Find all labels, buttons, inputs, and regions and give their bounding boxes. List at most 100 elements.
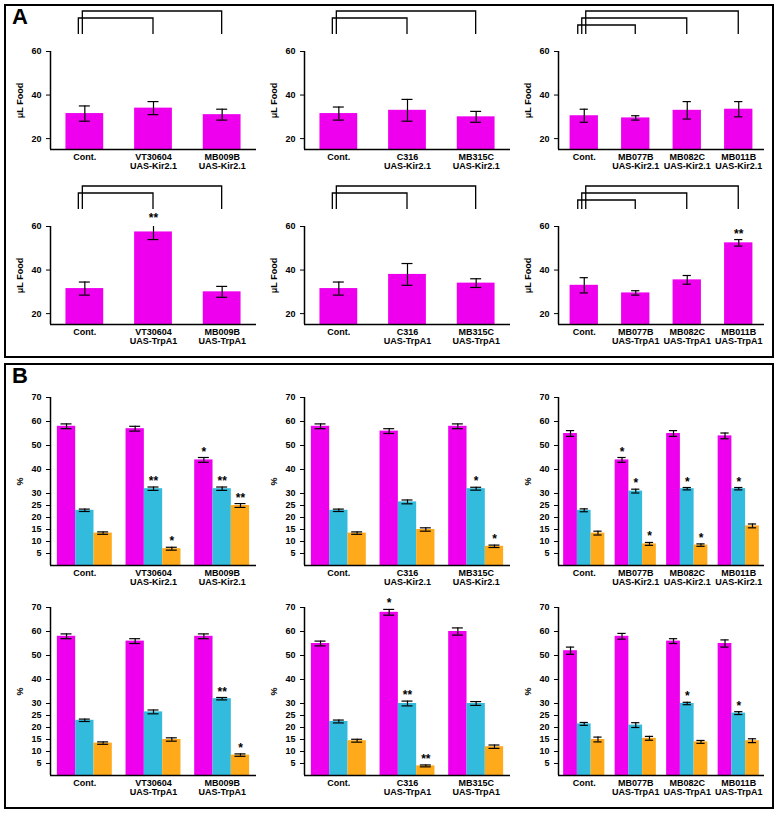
svg-text:**: **: [734, 227, 744, 241]
svg-text:50: 50: [285, 650, 295, 660]
svg-text:*: *: [202, 445, 207, 459]
svg-text:25: 25: [285, 710, 295, 720]
svg-text:20: 20: [285, 308, 295, 318]
svg-text:Cont.: Cont.: [327, 327, 350, 337]
svg-text:60: 60: [285, 46, 295, 56]
svg-text:30: 30: [285, 698, 295, 708]
svg-text:60: 60: [31, 626, 41, 636]
svg-text:C316UAS-TrpA1: C316UAS-TrpA1: [384, 327, 432, 346]
svg-text:Cont.: Cont.: [573, 152, 596, 162]
svg-text:5: 5: [290, 758, 295, 768]
svg-text:40: 40: [539, 464, 549, 474]
svg-text:60: 60: [539, 221, 549, 231]
svg-text:Cont.: Cont.: [573, 778, 596, 788]
svg-text:MB011BUAS-Kir2.1: MB011BUAS-Kir2.1: [715, 152, 762, 171]
svg-text:20: 20: [285, 722, 295, 732]
svg-text:15: 15: [285, 734, 295, 744]
svg-text:μL Food: μL Food: [15, 258, 25, 293]
svg-text:60: 60: [539, 46, 549, 56]
svg-text:70: 70: [539, 602, 549, 612]
svg-text:15: 15: [31, 524, 41, 534]
svg-text:20: 20: [31, 722, 41, 732]
svg-text:MB077BUAS-Kir2.1: MB077BUAS-Kir2.1: [612, 568, 659, 587]
svg-text:70: 70: [31, 392, 41, 402]
svg-text:MB011BUAS-Kir2.1: MB011BUAS-Kir2.1: [715, 568, 762, 587]
svg-text:25: 25: [539, 710, 549, 720]
svg-text:MB315CUAS-TrpA1: MB315CUAS-TrpA1: [452, 327, 500, 346]
svg-text:70: 70: [285, 392, 295, 402]
svg-text:50: 50: [539, 650, 549, 660]
svg-text:VT30604UAS-Kir2.1: VT30604UAS-Kir2.1: [130, 152, 177, 171]
svg-text:10: 10: [285, 536, 295, 546]
svg-text:**: **: [149, 474, 159, 488]
svg-text:5: 5: [290, 548, 295, 558]
svg-text:%: %: [269, 687, 279, 695]
svg-text:70: 70: [285, 602, 295, 612]
svg-text:20: 20: [539, 512, 549, 522]
svg-text:25: 25: [539, 500, 549, 510]
svg-text:*: *: [736, 699, 741, 713]
svg-text:%: %: [15, 687, 25, 695]
svg-text:*: *: [620, 445, 625, 459]
svg-text:*: *: [387, 597, 392, 610]
svg-text:**: **: [217, 685, 227, 699]
svg-text:*: *: [492, 532, 497, 546]
svg-text:20: 20: [539, 133, 549, 143]
svg-text:VT30604UAS-Kir2.1: VT30604UAS-Kir2.1: [130, 568, 177, 587]
svg-text:40: 40: [31, 464, 41, 474]
svg-text:40: 40: [539, 265, 549, 275]
svg-text:Cont.: Cont.: [327, 778, 350, 788]
svg-text:40: 40: [31, 674, 41, 684]
svg-text:20: 20: [285, 512, 295, 522]
svg-text:15: 15: [539, 524, 549, 534]
svg-text:MB009BUAS-Kir2.1: MB009BUAS-Kir2.1: [199, 152, 246, 171]
svg-text:**: **: [421, 752, 431, 766]
svg-text:MB082CUAS-TrpA1: MB082CUAS-TrpA1: [663, 327, 711, 346]
svg-text:MB009BUAS-TrpA1: MB009BUAS-TrpA1: [198, 327, 246, 346]
svg-text:60: 60: [31, 416, 41, 426]
svg-text:50: 50: [285, 440, 295, 450]
svg-text:25: 25: [31, 710, 41, 720]
svg-text:Cont.: Cont.: [573, 327, 596, 337]
svg-text:20: 20: [539, 308, 549, 318]
svg-text:40: 40: [539, 90, 549, 100]
svg-text:Cont.: Cont.: [327, 152, 350, 162]
svg-text:15: 15: [539, 734, 549, 744]
svg-text:10: 10: [31, 536, 41, 546]
svg-text:μL Food: μL Food: [269, 83, 279, 118]
svg-text:Cont.: Cont.: [327, 568, 350, 578]
svg-text:*: *: [474, 474, 479, 488]
svg-text:25: 25: [31, 500, 41, 510]
svg-text:Cont.: Cont.: [73, 327, 96, 337]
svg-text:40: 40: [31, 90, 41, 100]
svg-text:VT30604UAS-TrpA1: VT30604UAS-TrpA1: [130, 327, 178, 346]
svg-text:Cont.: Cont.: [573, 568, 596, 578]
svg-text:40: 40: [285, 90, 295, 100]
svg-text:μL Food: μL Food: [523, 83, 533, 118]
svg-text:5: 5: [544, 758, 549, 768]
svg-text:MB077BUAS-Kir2.1: MB077BUAS-Kir2.1: [612, 152, 659, 171]
svg-text:30: 30: [31, 488, 41, 498]
svg-text:%: %: [15, 477, 25, 485]
svg-text:50: 50: [539, 440, 549, 450]
svg-text:20: 20: [31, 308, 41, 318]
svg-text:15: 15: [285, 524, 295, 534]
svg-text:**: **: [236, 491, 246, 505]
svg-text:10: 10: [31, 746, 41, 756]
svg-text:*: *: [647, 529, 652, 543]
svg-text:*: *: [633, 476, 638, 490]
svg-text:60: 60: [285, 416, 295, 426]
svg-text:40: 40: [285, 464, 295, 474]
svg-text:50: 50: [31, 650, 41, 660]
svg-text:MB315CUAS-Kir2.1: MB315CUAS-Kir2.1: [453, 152, 500, 171]
svg-text:Cont.: Cont.: [73, 568, 96, 578]
svg-text:20: 20: [31, 133, 41, 143]
svg-text:70: 70: [539, 392, 549, 402]
svg-text:70: 70: [31, 602, 41, 612]
svg-text:*: *: [685, 689, 690, 703]
svg-text:**: **: [149, 211, 159, 225]
svg-text:20: 20: [539, 722, 549, 732]
svg-text:20: 20: [31, 512, 41, 522]
svg-text:30: 30: [539, 488, 549, 498]
svg-text:μL Food: μL Food: [269, 258, 279, 293]
